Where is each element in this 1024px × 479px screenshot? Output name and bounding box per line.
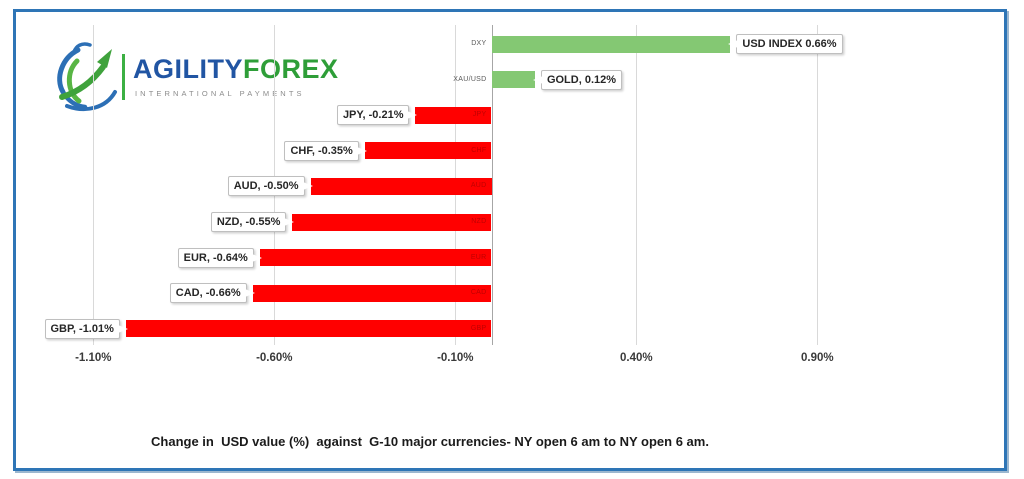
logo-separator — [122, 54, 125, 100]
bar-chf — [364, 142, 492, 160]
data-label-text: GOLD, 0.12% — [546, 73, 617, 86]
x-tick-label: 0.40% — [619, 352, 653, 364]
bar-gbp — [125, 320, 492, 338]
category-label-nzd: NZD — [471, 218, 487, 225]
category-label-eur: EUR — [470, 253, 487, 261]
brand-name: AGILITYFOREX — [133, 56, 339, 83]
bar-aud — [310, 177, 492, 195]
brand-subtitle: INTERNATIONAL PAYMENTS — [135, 89, 305, 98]
bar-nzd — [292, 213, 492, 231]
bar-cad — [252, 284, 492, 302]
x-tick-label: -0.60% — [256, 352, 293, 364]
data-label-text: AUD, -0.50% — [233, 180, 299, 193]
category-label-xau-usd: XAU/USD — [453, 75, 487, 83]
brand-part1: AGILITY — [133, 54, 243, 84]
data-label-aud: AUD, -0.50% — [227, 176, 313, 197]
callout-pointer — [532, 75, 543, 84]
gridline — [636, 25, 638, 345]
data-label-jpy: JPY, -0.21% — [336, 105, 418, 126]
chart-caption: Change in USD value (%) against G-10 maj… — [151, 434, 709, 449]
data-label-chf: CHF, -0.35% — [284, 140, 367, 161]
bar-eur — [259, 249, 492, 267]
callout-pointer — [117, 324, 128, 333]
category-label-gbp: GBP — [470, 324, 487, 332]
callout-pointer — [284, 218, 295, 226]
value-axis-line — [491, 25, 493, 345]
category-label-jpy: JPY — [472, 111, 487, 119]
callout-pointer — [302, 182, 313, 191]
data-label-nzd: NZD, -0.55% — [210, 212, 295, 232]
agilityforex-logo: AGILITYFOREX INTERNATIONAL PAYMENTS — [52, 40, 338, 112]
category-label-dxy: DXY — [471, 40, 487, 47]
bar-xau-usd — [491, 71, 535, 89]
x-tick-label: -1.10% — [75, 352, 112, 364]
category-label-aud: AUD — [470, 182, 487, 190]
bar-dxy — [491, 35, 731, 53]
x-tick-label: 0.90% — [800, 352, 834, 364]
bar-jpy — [415, 106, 492, 124]
data-label-eur: EUR, -0.64% — [177, 247, 262, 268]
gridline — [93, 25, 95, 345]
callout-pointer — [251, 253, 262, 262]
callout-pointer — [407, 111, 418, 120]
category-label-cad: CAD — [470, 289, 487, 297]
data-label-dxy: USD INDEX 0.66% — [728, 34, 843, 54]
gridline — [817, 25, 819, 345]
data-label-xau-usd: GOLD, 0.12% — [532, 69, 623, 90]
callout-pointer — [356, 146, 367, 155]
callout-pointer — [244, 289, 255, 298]
data-label-cad: CAD, -0.66% — [169, 283, 255, 304]
data-label-text: JPY, -0.21% — [342, 109, 404, 122]
brand-part2: FOREX — [243, 54, 339, 84]
category-label-chf: CHF — [471, 146, 487, 154]
data-label-text: EUR, -0.64% — [183, 251, 248, 264]
data-label-text: NZD, -0.55% — [216, 216, 281, 228]
x-tick-label: -0.10% — [437, 352, 474, 364]
data-label-gbp: GBP, -1.01% — [44, 318, 128, 339]
globe-swoosh-icon — [57, 42, 117, 112]
data-label-text: GBP, -1.01% — [50, 322, 114, 335]
data-label-text: CHF, -0.35% — [290, 144, 353, 157]
callout-pointer — [728, 40, 739, 48]
data-label-text: CAD, -0.66% — [175, 287, 241, 300]
data-label-text: USD INDEX 0.66% — [742, 38, 837, 50]
